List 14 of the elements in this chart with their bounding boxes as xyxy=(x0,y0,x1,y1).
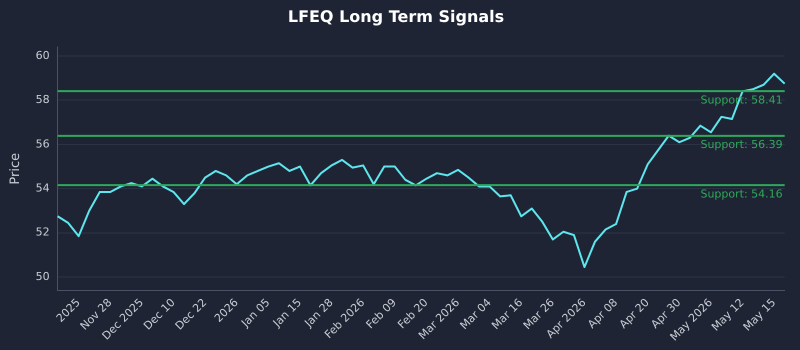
y-tick-label: 58 xyxy=(36,93,50,106)
y-tick-label: 56 xyxy=(36,137,50,150)
ref-line-label: Support: 54.16 xyxy=(700,187,783,200)
y-tick-label: 50 xyxy=(36,270,50,283)
y-tick-label: 54 xyxy=(36,182,50,195)
x-tick-label: Jan 15 xyxy=(270,296,304,330)
x-tick-label: Jan 05 xyxy=(238,296,272,330)
ref-line-label: Support: 56.39 xyxy=(700,138,783,152)
chart-title: LFEQ Long Term Signals xyxy=(288,6,504,26)
x-tick-label: Feb 09 xyxy=(364,296,399,332)
y-tick-label: 52 xyxy=(36,226,50,239)
x-tick-label: Dec 22 xyxy=(172,296,210,333)
y-axis-title: Price xyxy=(8,152,24,185)
y-tick-label: 60 xyxy=(36,48,50,62)
